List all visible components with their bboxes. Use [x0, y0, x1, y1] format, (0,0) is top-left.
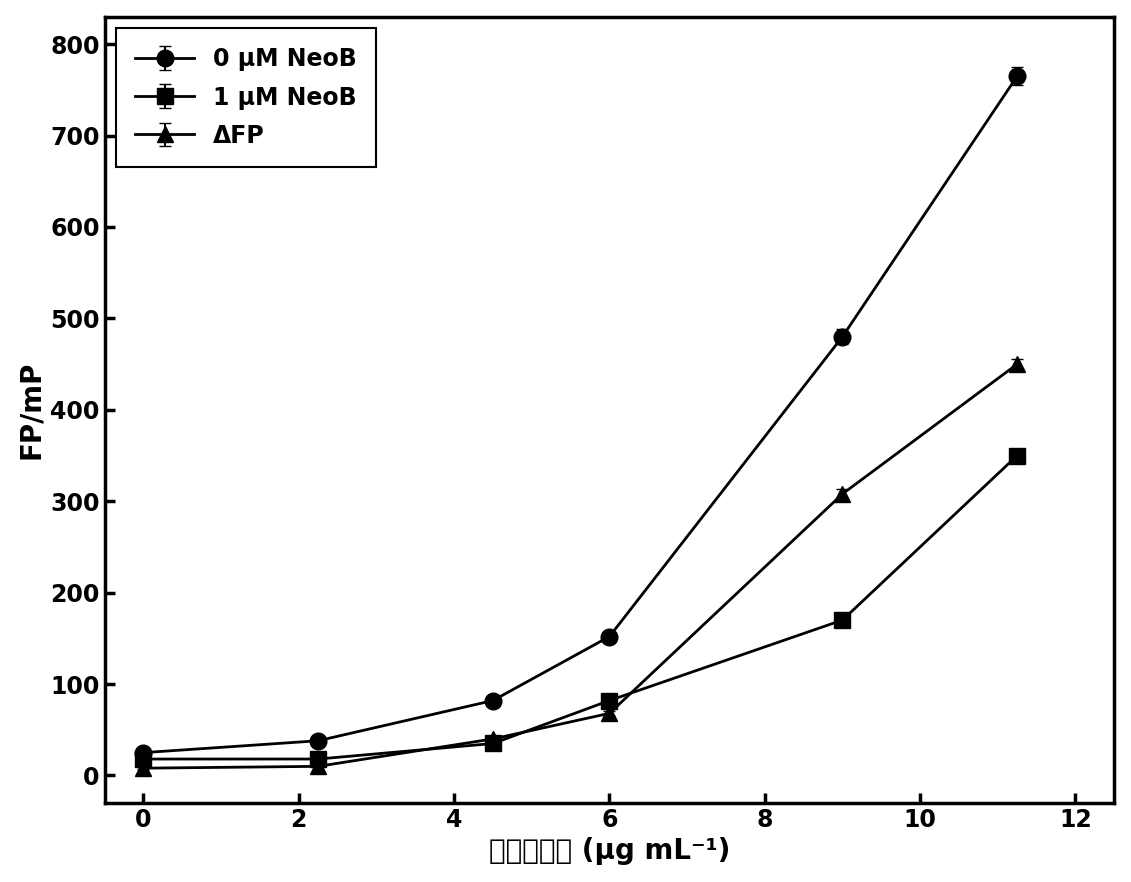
- Y-axis label: FP/mP: FP/mP: [17, 361, 44, 459]
- Legend: 0 μM NeoB, 1 μM NeoB, ΔFP: 0 μM NeoB, 1 μM NeoB, ΔFP: [116, 28, 375, 167]
- X-axis label: 氧化石墨烯 (μg mL⁻¹): 氧化石墨烯 (μg mL⁻¹): [489, 837, 731, 865]
